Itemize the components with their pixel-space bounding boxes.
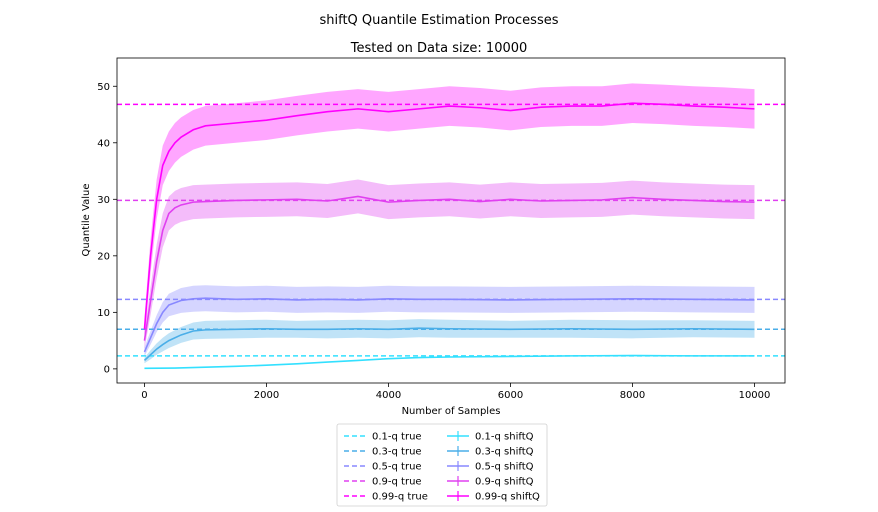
0-1-q-shiftq-line [144, 354, 755, 370]
x-axis-label: Number of Samples [402, 406, 501, 417]
x-tick-label: 6000 [498, 390, 523, 401]
figure-suptitle: shiftQ Quantile Estimation Processes [319, 13, 559, 28]
y-axis-ticks: 0 10 20 30 40 50 [97, 82, 117, 375]
y-tick-label: 50 [97, 82, 110, 93]
legend: 0.1-q true 0.3-q true 0.5-q true 0.9-q true… [336, 423, 548, 507]
y-tick-label: 0 [104, 364, 110, 375]
y-axis-label: Quantile Value [81, 184, 92, 257]
legend-label: 0.1-q true [372, 432, 422, 443]
0-5-q-shiftq-line [143, 297, 755, 353]
x-tick-label: 8000 [620, 390, 645, 401]
x-axis-ticks: 0 2000 4000 6000 8000 10000 [141, 383, 770, 401]
legend-label: 0.9-q shiftQ [475, 477, 534, 488]
0-99-q-shiftq-line [143, 102, 755, 330]
legend-label: 0.99-q shiftQ [475, 492, 540, 503]
y-tick-label: 40 [97, 138, 110, 149]
legend-label: 0.1-q shiftQ [475, 432, 534, 443]
0-9-q-shiftq-line [143, 195, 755, 341]
legend-label: 0.3-q true [372, 447, 422, 458]
legend-label: 0.5-q shiftQ [475, 462, 534, 473]
legend-label: 0.9-q true [372, 477, 422, 488]
estimate-lines [143, 102, 755, 370]
legend-box [336, 423, 548, 507]
0-5-q-shiftq-band [144, 285, 755, 357]
0-99-q-shiftq-band [144, 83, 755, 341]
chart-title: Tested on Data size: 10000 [350, 41, 528, 56]
y-tick-label: 20 [97, 251, 110, 262]
0-9-q-shiftq-band [144, 179, 755, 350]
x-tick-label: 0 [141, 390, 147, 401]
error-bands [144, 83, 755, 369]
legend-label: 0.99-q true [372, 492, 428, 503]
0-3-q-shiftq-band [144, 319, 755, 364]
plot-frame [116, 57, 786, 384]
0-3-q-shiftq-line [143, 327, 755, 361]
x-tick-label: 2000 [254, 390, 279, 401]
x-tick-label: 4000 [376, 390, 401, 401]
legend-label: 0.5-q true [372, 462, 422, 473]
legend-label: 0.3-q shiftQ [475, 447, 534, 458]
y-tick-label: 10 [97, 308, 110, 319]
x-tick-label: 10000 [739, 390, 771, 401]
y-tick-label: 30 [97, 195, 110, 206]
